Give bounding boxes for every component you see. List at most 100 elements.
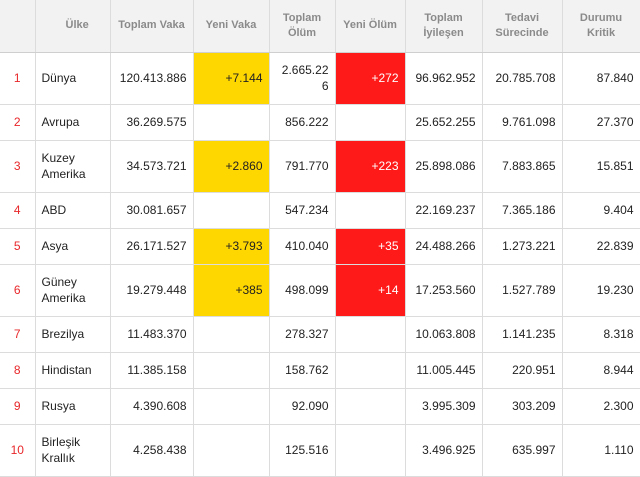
new-deaths-cell [335, 388, 406, 425]
critical-cell: 15.851 [562, 140, 640, 193]
new-cases-cell: +3.793 [193, 228, 270, 265]
total-cases-cell: 4.390.608 [110, 388, 194, 425]
country-cell: Güney Amerika [35, 264, 111, 317]
header-row: Ülke Toplam Vaka Yeni Vaka Toplam Ölüm Y… [0, 0, 640, 53]
critical-cell: 27.370 [562, 104, 640, 141]
table-header: Ülke Toplam Vaka Yeni Vaka Toplam Ölüm Y… [0, 0, 640, 53]
total-deaths-cell: 547.234 [269, 192, 336, 229]
country-cell: Brezilya [35, 316, 111, 353]
active-cell: 7.365.186 [482, 192, 563, 229]
header-total-deaths[interactable]: Toplam Ölüm [269, 0, 336, 53]
critical-cell: 19.230 [562, 264, 640, 317]
table-row[interactable]: 2 Avrupa 36.269.575 856.222 25.652.255 9.761.… [0, 104, 640, 141]
new-cases-cell [193, 388, 270, 425]
header-critical[interactable]: Durumu Kritik [562, 0, 640, 53]
header-new-deaths[interactable]: Yeni Ölüm [335, 0, 406, 53]
total-recovered-cell: 24.488.266 [405, 228, 483, 265]
total-recovered-cell: 22.169.237 [405, 192, 483, 229]
total-recovered-cell: 3.496.925 [405, 424, 483, 477]
new-deaths-cell: +35 [335, 228, 406, 265]
new-cases-cell [193, 192, 270, 229]
total-recovered-cell: 25.898.086 [405, 140, 483, 193]
total-deaths-cell: 92.090 [269, 388, 336, 425]
critical-cell: 8.318 [562, 316, 640, 353]
rank-cell: 1 [0, 52, 36, 105]
header-total-cases[interactable]: Toplam Vaka [110, 0, 194, 53]
total-cases-cell: 34.573.721 [110, 140, 194, 193]
header-country[interactable]: Ülke [35, 0, 111, 53]
total-deaths-cell: 856.222 [269, 104, 336, 141]
total-cases-cell: 120.413.886 [110, 52, 194, 105]
critical-cell: 8.944 [562, 352, 640, 389]
table-row[interactable]: 9 Rusya 4.390.608 92.090 3.995.309 303.209 2.3… [0, 388, 640, 425]
critical-cell: 87.840 [562, 52, 640, 105]
new-cases-cell [193, 104, 270, 141]
total-recovered-cell: 17.253.560 [405, 264, 483, 317]
total-cases-cell: 11.385.158 [110, 352, 194, 389]
header-active[interactable]: Tedavi Sürecinde [482, 0, 563, 53]
total-deaths-cell: 2.665.226 [269, 52, 336, 105]
table-row[interactable]: 7 Brezilya 11.483.370 278.327 10.063.808 1.14… [0, 316, 640, 353]
total-cases-cell: 36.269.575 [110, 104, 194, 141]
new-cases-cell [193, 316, 270, 353]
rank-cell: 6 [0, 264, 36, 317]
header-total-recovered[interactable]: Toplam İyileşen [405, 0, 483, 53]
total-cases-cell: 11.483.370 [110, 316, 194, 353]
new-deaths-cell [335, 104, 406, 141]
table-row[interactable]: 3 Kuzey Amerika 34.573.721 +2.860 791.770 +22… [0, 140, 640, 193]
total-recovered-cell: 10.063.808 [405, 316, 483, 353]
country-cell: Rusya [35, 388, 111, 425]
country-cell: Hindistan [35, 352, 111, 389]
country-cell: Avrupa [35, 104, 111, 141]
table-row[interactable]: 4 ABD 30.081.657 547.234 22.169.237 7.365.186… [0, 192, 640, 229]
active-cell: 9.761.098 [482, 104, 563, 141]
new-deaths-cell: +223 [335, 140, 406, 193]
rank-cell: 4 [0, 192, 36, 229]
critical-cell: 1.110 [562, 424, 640, 477]
rank-cell: 10 [0, 424, 36, 477]
total-deaths-cell: 158.762 [269, 352, 336, 389]
new-deaths-cell [335, 424, 406, 477]
table-row[interactable]: 1 Dünya 120.413.886 +7.144 2.665.226 +272 96.9… [0, 52, 640, 105]
country-cell: Asya [35, 228, 111, 265]
rank-cell: 3 [0, 140, 36, 193]
total-recovered-cell: 96.962.952 [405, 52, 483, 105]
total-cases-cell: 4.258.438 [110, 424, 194, 477]
total-deaths-cell: 498.099 [269, 264, 336, 317]
active-cell: 303.209 [482, 388, 563, 425]
header-rank [0, 0, 36, 53]
total-deaths-cell: 410.040 [269, 228, 336, 265]
new-cases-cell [193, 352, 270, 389]
table-row[interactable]: 5 Asya 26.171.527 +3.793 410.040 +35 24.488.26… [0, 228, 640, 265]
country-cell: Kuzey Amerika [35, 140, 111, 193]
table-body: 1 Dünya 120.413.886 +7.144 2.665.226 +272 96.9… [0, 52, 640, 477]
header-new-cases[interactable]: Yeni Vaka [193, 0, 270, 53]
table-row[interactable]: 8 Hindistan 11.385.158 158.762 11.005.445 220… [0, 352, 640, 389]
new-cases-cell: +7.144 [193, 52, 270, 105]
total-recovered-cell: 11.005.445 [405, 352, 483, 389]
new-deaths-cell [335, 316, 406, 353]
total-deaths-cell: 278.327 [269, 316, 336, 353]
new-deaths-cell [335, 352, 406, 389]
active-cell: 220.951 [482, 352, 563, 389]
country-cell: ABD [35, 192, 111, 229]
total-deaths-cell: 125.516 [269, 424, 336, 477]
rank-cell: 9 [0, 388, 36, 425]
critical-cell: 2.300 [562, 388, 640, 425]
total-deaths-cell: 791.770 [269, 140, 336, 193]
country-cell: Dünya [35, 52, 111, 105]
rank-cell: 5 [0, 228, 36, 265]
total-cases-cell: 30.081.657 [110, 192, 194, 229]
new-deaths-cell [335, 192, 406, 229]
critical-cell: 9.404 [562, 192, 640, 229]
active-cell: 1.273.221 [482, 228, 563, 265]
new-deaths-cell: +14 [335, 264, 406, 317]
rank-cell: 8 [0, 352, 36, 389]
table-row[interactable]: 10 Birleşik Krallık 4.258.438 125.516 3.496.… [0, 424, 640, 477]
table-row[interactable]: 6 Güney Amerika 19.279.448 +385 498.099 +14 17… [0, 264, 640, 317]
total-cases-cell: 26.171.527 [110, 228, 194, 265]
total-cases-cell: 19.279.448 [110, 264, 194, 317]
active-cell: 7.883.865 [482, 140, 563, 193]
critical-cell: 22.839 [562, 228, 640, 265]
